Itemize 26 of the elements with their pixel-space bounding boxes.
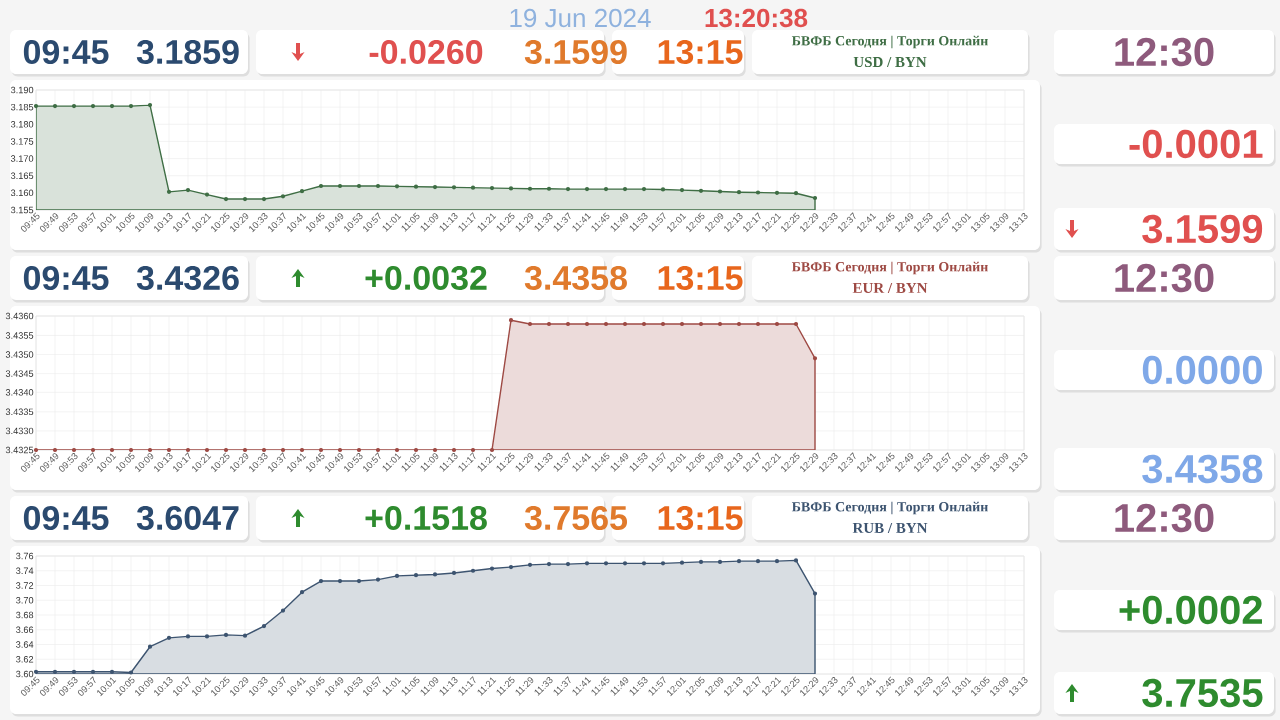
text: 13:15 [658, 505, 743, 531]
text: 3.1599 [524, 39, 627, 65]
text: 3.7565 [524, 505, 628, 531]
text: 09:45 [23, 505, 109, 531]
text: 13:20:38 [705, 8, 808, 28]
text: 3.6047 [136, 505, 239, 531]
text: 3.4358 [524, 265, 627, 291]
text: 09:45 [23, 39, 109, 65]
text: 3.1599 [1142, 214, 1263, 244]
text: 3.4358 [1142, 454, 1263, 484]
text: 0.0000 [1142, 355, 1262, 385]
text: +0.0002 [1119, 595, 1262, 625]
text: -0.0001 [1129, 129, 1263, 159]
text: 12:30 [1115, 37, 1214, 67]
text: +0.1518 [365, 505, 487, 531]
text: +0.0032 [365, 265, 487, 291]
text: 12:30 [1115, 263, 1214, 293]
text: -0.0260 [369, 39, 483, 65]
text: 13:15 [658, 39, 743, 65]
text: 09:45 [23, 265, 109, 291]
text: 3.1859 [136, 39, 239, 65]
text: 12:30 [1115, 503, 1214, 533]
text: 13:15 [658, 265, 743, 291]
text: 3.4326 [136, 265, 239, 291]
text: 3.7535 [1142, 678, 1263, 708]
text: 19 Jun 2024 [510, 8, 651, 28]
